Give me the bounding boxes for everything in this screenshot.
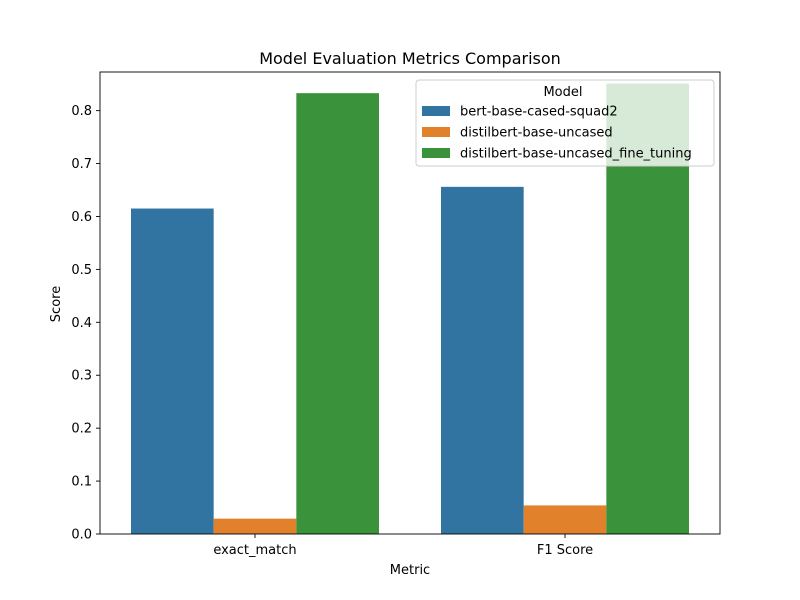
legend-label: distilbert-base-uncased <box>460 126 613 141</box>
y-axis-label: Score <box>49 286 64 322</box>
y-tick-label: 0.6 <box>71 210 92 225</box>
bar <box>441 186 524 534</box>
legend-label: distilbert-base-uncased_fine_tuning <box>460 147 692 162</box>
x-tick-label: F1 Score <box>537 543 593 558</box>
chart-title: Model Evaluation Metrics Comparison <box>259 49 561 68</box>
y-tick-label: 0.2 <box>71 422 92 437</box>
legend-box <box>415 79 715 167</box>
x-axis-label: Metric <box>390 563 430 578</box>
legend: Model bert-base-cased-squad2 distilbert-ba… <box>415 79 715 167</box>
legend-title: Model <box>543 85 582 100</box>
x-tick-label: exact_match <box>213 543 296 558</box>
legend-swatch <box>422 148 450 158</box>
y-tick-label: 0.3 <box>71 369 92 384</box>
y-tick-label: 0.8 <box>71 104 92 119</box>
y-tick-label: 0.4 <box>71 316 92 331</box>
legend-swatch <box>422 127 450 137</box>
legend-swatch <box>422 106 450 116</box>
axes-layer: 0.0 0.1 0.2 0.3 0.4 0.5 0.6 0.7 0.8 exact_match F1… <box>71 71 721 558</box>
y-tick-label: 0.5 <box>71 263 92 278</box>
y-tick-label: 0.7 <box>71 157 92 172</box>
bars-layer <box>131 83 689 535</box>
plot-frame <box>99 71 721 535</box>
bar <box>213 518 297 534</box>
bar <box>296 93 379 534</box>
bar <box>523 505 607 534</box>
y-tick-label: 0.0 <box>71 528 92 543</box>
y-tick-label: 0.1 <box>71 475 92 490</box>
legend-label: bert-base-cased-squad2 <box>460 105 618 120</box>
bar <box>131 208 214 535</box>
